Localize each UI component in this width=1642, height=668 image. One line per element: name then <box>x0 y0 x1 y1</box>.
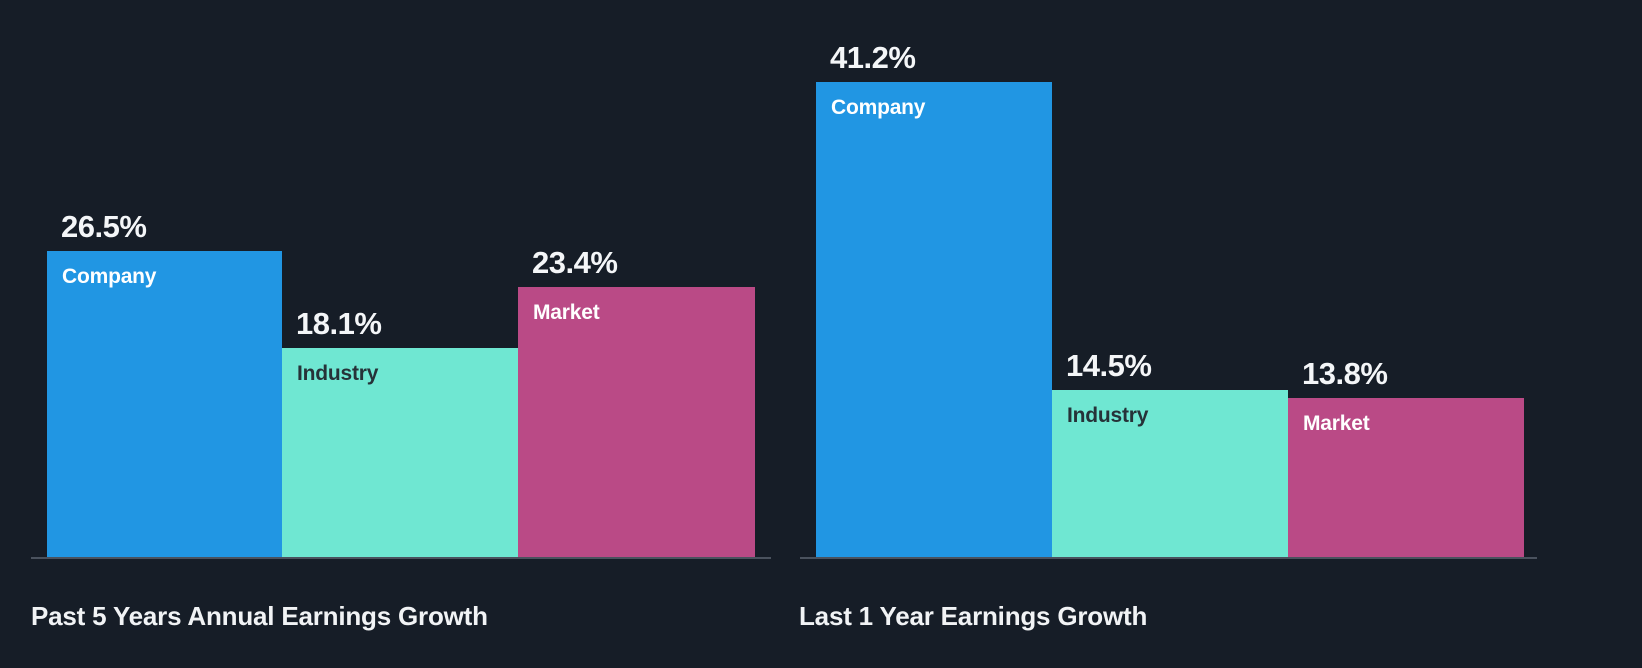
bar-market[interactable]: Market 23.4% <box>518 245 755 557</box>
bar-series-label: Industry <box>297 362 379 385</box>
bar-value-label: 41.2% <box>830 40 916 75</box>
bar-fill <box>1288 398 1524 557</box>
bar-fill <box>282 348 518 557</box>
bar-company[interactable]: Company 26.5% <box>47 209 282 557</box>
bar-fill <box>1052 390 1288 557</box>
bar-series-label: Market <box>533 301 600 324</box>
axis-baseline-last-1-year <box>800 557 1537 559</box>
bar-fill <box>518 287 755 557</box>
bar-fill <box>816 82 1052 557</box>
bar-industry[interactable]: Industry 14.5% <box>1052 348 1288 557</box>
axis-baseline-past-5-years <box>31 557 771 559</box>
bar-series-label: Market <box>1303 412 1370 435</box>
bar-series-label: Industry <box>1067 404 1149 427</box>
bar-series-label: Company <box>831 96 926 119</box>
bar-value-label: 18.1% <box>296 306 382 341</box>
chart-title-last-1-year: Last 1 Year Earnings Growth <box>799 601 1148 631</box>
bar-value-label: 23.4% <box>532 245 618 280</box>
bar-value-label: 14.5% <box>1066 348 1152 383</box>
chart-title-past-5-years: Past 5 Years Annual Earnings Growth <box>31 601 488 631</box>
bar-value-label: 26.5% <box>61 209 147 244</box>
bar-company[interactable]: Company 41.2% <box>816 40 1052 557</box>
bar-series-label: Company <box>62 265 157 288</box>
bar-value-label: 13.8% <box>1302 356 1388 391</box>
bar-fill <box>47 251 282 557</box>
bar-industry[interactable]: Industry 18.1% <box>282 306 518 557</box>
bar-market[interactable]: Market 13.8% <box>1288 356 1524 557</box>
